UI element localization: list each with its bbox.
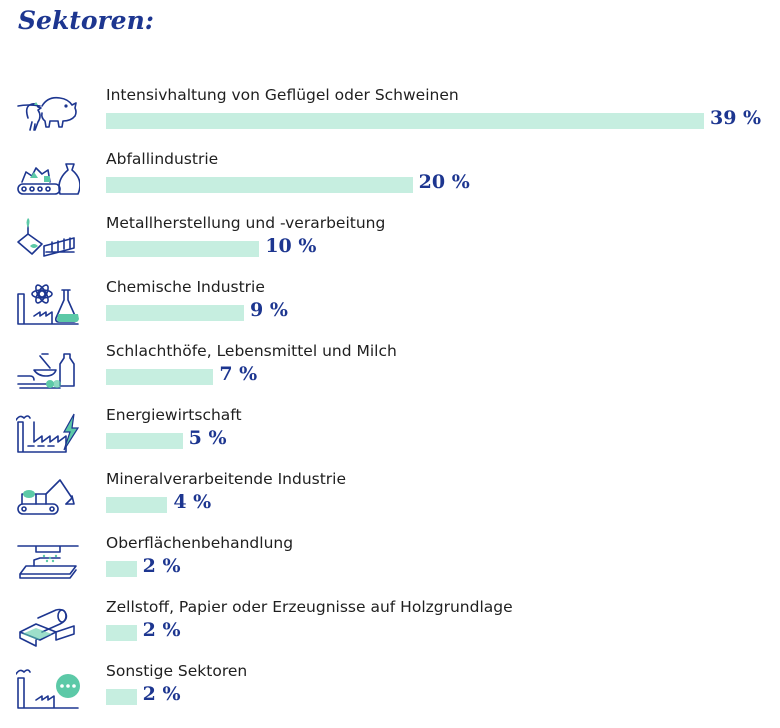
surface-spray-icon [16,536,80,584]
bar-label: Metallherstellung und -verarbeitung [106,214,386,232]
metal-ladle-icon [16,216,80,264]
bar [106,305,244,321]
bar-row: Schlachthöfe, Lebensmittel und Milch 7 % [0,342,780,408]
bar-value-label: 2 % [142,555,181,577]
bar-value-label: 20 % [418,171,470,193]
bar-row: Chemische Industrie 9 % [0,278,780,344]
bar-row: Intensivhaltung von Geflügel oder Schwei… [0,86,780,152]
bar-label: Mineralverarbeitende Industrie [106,470,347,488]
bar-label: Sonstige Sektoren [106,662,248,680]
pig-chicken-icon [16,88,80,136]
bar [106,625,137,641]
bar-value-label: 39 % [710,107,762,129]
bar-label: Abfallindustrie [106,150,219,168]
bar-row: Zellstoff, Papier oder Erzeugnisse auf H… [0,598,780,664]
bar-row: Sonstige Sektoren 2 % [0,662,780,728]
bar [106,369,214,385]
chemical-flask-icon [16,280,80,328]
bar [106,497,168,513]
bar-label: Intensivhaltung von Geflügel oder Schwei… [106,86,459,104]
other-sectors-icon [16,664,80,712]
bar-value-label: 2 % [142,683,181,705]
bar-row: Energiewirtschaft 5 % [0,406,780,472]
bar-label: Energiewirtschaft [106,406,242,424]
bar-value-label: 10 % [265,235,317,257]
bar [106,689,137,705]
bar-row: Metallherstellung und -verarbeitung 10 % [0,214,780,280]
energy-factory-icon [16,408,80,456]
bar-value-label: 5 % [188,427,227,449]
bar-label: Schlachthöfe, Lebensmittel und Milch [106,342,397,360]
excavator-icon [16,472,80,520]
bar [106,113,704,129]
waste-conveyor-icon [16,152,80,200]
bar-value-label: 2 % [142,619,181,641]
paper-roll-icon [16,600,80,648]
bar [106,241,260,257]
chart-title: Sektoren: [18,6,154,35]
food-milk-icon [16,344,80,392]
bar-value-label: 7 % [219,363,258,385]
bar-value-label: 4 % [173,491,212,513]
bar [106,177,413,193]
bar-label: Zellstoff, Papier oder Erzeugnisse auf H… [106,598,513,616]
bar-row: Mineralverarbeitende Industrie 4 % [0,470,780,536]
bar-value-label: 9 % [250,299,288,321]
bar [106,561,137,577]
bar-row: Abfallindustrie 20 % [0,150,780,216]
bar-label: Chemische Industrie [106,278,265,296]
bar [106,433,183,449]
bar-row: Oberflächenbehandlung 2 % [0,534,780,600]
bar-label: Oberflächenbehandlung [106,534,294,552]
